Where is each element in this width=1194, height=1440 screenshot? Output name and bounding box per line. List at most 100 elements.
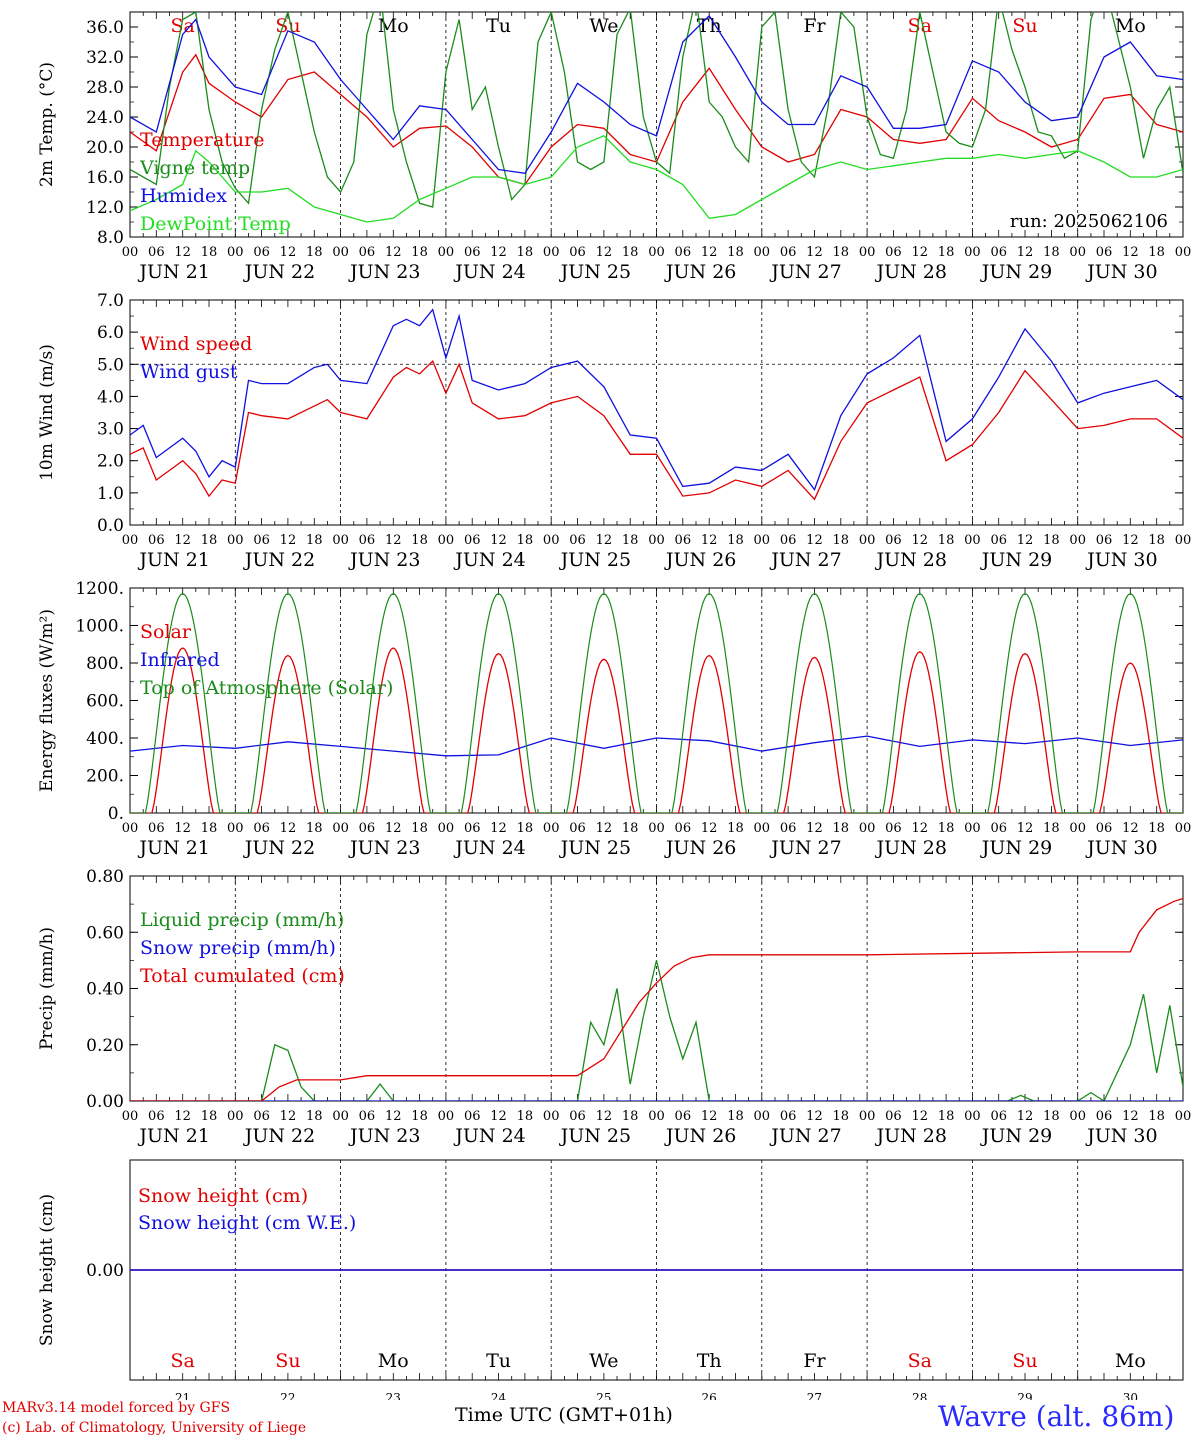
y-axis-label: 2m Temp. (°C) [37,62,57,187]
hour-tick-label: 18 [727,1109,744,1124]
hour-tick-label: 12 [1017,821,1034,836]
y-tick-label: 20.0 [86,138,124,158]
day-label: JUN 27 [769,1125,841,1147]
series-group [130,308,1183,501]
model-credit: MARv3.14 model forced by GFS [2,1400,231,1416]
weekday-label: Mo [378,1350,409,1372]
hour-tick-label: 06 [885,245,902,260]
day-number-label: 30 [1123,1391,1138,1400]
legend-vigne-temp: Vigne temp [139,157,250,179]
hour-tick-label: 18 [1148,245,1165,260]
hour-tick-label: 18 [306,821,323,836]
series-solar [130,647,1183,813]
panel-precip: 0.00 0.20 0.40 0.60 0.80 Precip (mm/h) 00 06 12 1… [37,867,1191,1147]
day-number-label: 29 [1017,1391,1032,1400]
y-tick-label: 5.0 [97,355,124,375]
day-label: JUN 23 [348,549,420,571]
series-group [130,897,1183,1101]
hour-tick-label: 00 [332,821,349,836]
day-label: JUN 22 [243,837,315,859]
y-tick-label: 12.0 [86,198,124,218]
day-number-label: 23 [386,1391,401,1400]
day-number-label: 26 [702,1391,717,1400]
hour-tick-label: 06 [569,821,586,836]
hour-tick-label: 06 [675,533,692,548]
hour-tick-label: 00 [754,821,771,836]
hour-tick-label: 18 [1043,1109,1060,1124]
hour-tick-label: 00 [122,1109,139,1124]
run-label: run: 2025062106 [1010,211,1168,232]
hour-tick-label: 00 [227,1109,244,1124]
hour-tick-label: 06 [675,821,692,836]
lab-credit: (c) Lab. of Climatology, University of L… [2,1420,307,1436]
day-number-label: 25 [596,1391,611,1400]
hour-tick-label: 18 [201,245,218,260]
weekday-label: Tu [486,1350,511,1372]
hour-tick-label: 18 [833,245,850,260]
day-label: JUN 24 [453,261,525,283]
weekday-label: Su [1012,15,1037,37]
hour-tick-label: 06 [359,821,376,836]
y-axis-label: Precip (mm/h) [37,927,57,1050]
hour-tick-label: 18 [1043,821,1060,836]
day-label: JUN 29 [980,549,1052,571]
day-number-label: 24 [491,1391,507,1400]
hour-tick-label: 18 [517,1109,534,1124]
day-label: JUN 30 [1085,837,1157,859]
day-label: JUN 26 [664,837,736,859]
hour-tick-label: 12 [911,1109,928,1124]
y-tick-label: 0.60 [86,923,124,943]
y-tick-label: 32.0 [86,48,124,68]
y-tick-label: 3.0 [97,420,124,440]
hour-tick-label: 06 [359,1109,376,1124]
day-label: JUN 25 [559,261,631,283]
hour-tick-label: 00 [543,821,560,836]
hour-tick-label: 18 [622,245,639,260]
y-tick-label: 4.0 [97,387,124,407]
legend-wind-gust: Wind gust [140,361,238,383]
y-tick-label: 1.0 [97,484,124,504]
legend-snow-precip-mm-h: Snow precip (mm/h) [140,937,336,959]
day-label: JUN 28 [875,1125,947,1147]
hour-tick-label: 06 [464,533,481,548]
hour-tick-label: 00 [332,533,349,548]
day-label: JUN 22 [243,549,315,571]
y-tick-label: 0.0 [97,516,124,536]
weekday-label: Mo [378,15,409,37]
day-label: JUN 25 [559,1125,631,1147]
y-tick-label: 28.0 [86,78,124,98]
panel-snow: 0.00 Snow height (cm) Sa Su Mo Tu We Th Fr Sa Su Mo… [37,1159,1184,1400]
hour-tick-label: 18 [622,1109,639,1124]
y-tick-label: 0.00 [86,1261,124,1281]
hour-tick-label: 00 [964,245,981,260]
hour-tick-label: 06 [253,1109,270,1124]
hour-tick-label: 00 [1069,821,1086,836]
hour-tick-label: 06 [569,1109,586,1124]
weekday-label: Sa [908,15,932,37]
hour-tick-label: 06 [1096,533,1113,548]
y-tick-label: 200. [86,767,124,787]
legend-temperature: Temperature [140,129,264,151]
hour-tick-label: 12 [1122,245,1139,260]
y-axis-label: Snow height (cm) [37,1194,57,1346]
hour-tick-label: 00 [332,245,349,260]
hour-tick-label: 00 [543,1109,560,1124]
panel-frame [129,587,1184,814]
weekday-label: Mo [1115,15,1146,37]
day-label: JUN 26 [664,1125,736,1147]
hour-tick-label: 12 [806,821,823,836]
hour-tick-label: 06 [359,245,376,260]
weekday-label: Tu [486,15,511,37]
hour-tick-label: 12 [701,821,718,836]
hour-tick-label: 18 [1148,821,1165,836]
hour-tick-label: 12 [174,821,191,836]
hour-tick-label: 00 [648,1109,665,1124]
hour-tick-label: 06 [253,821,270,836]
weekday-label: Th [697,1350,722,1372]
series-total-cumulated-cm [130,897,1183,1101]
hour-tick-label: 12 [490,821,507,836]
weekday-label: Sa [170,15,194,37]
weekday-label: We [589,15,618,37]
hour-tick-label: 00 [859,533,876,548]
hour-tick-label: 00 [1175,1109,1192,1124]
